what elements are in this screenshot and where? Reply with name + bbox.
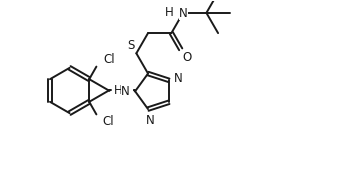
Text: HN: HN [113, 84, 131, 97]
Text: Cl: Cl [103, 115, 114, 128]
Text: N: N [179, 7, 188, 20]
Text: N: N [145, 114, 154, 127]
Text: S: S [127, 39, 134, 52]
Text: N: N [174, 72, 183, 85]
Text: Cl: Cl [104, 53, 115, 66]
Text: H: H [165, 5, 174, 18]
Text: N: N [121, 85, 130, 98]
Text: O: O [183, 51, 192, 64]
